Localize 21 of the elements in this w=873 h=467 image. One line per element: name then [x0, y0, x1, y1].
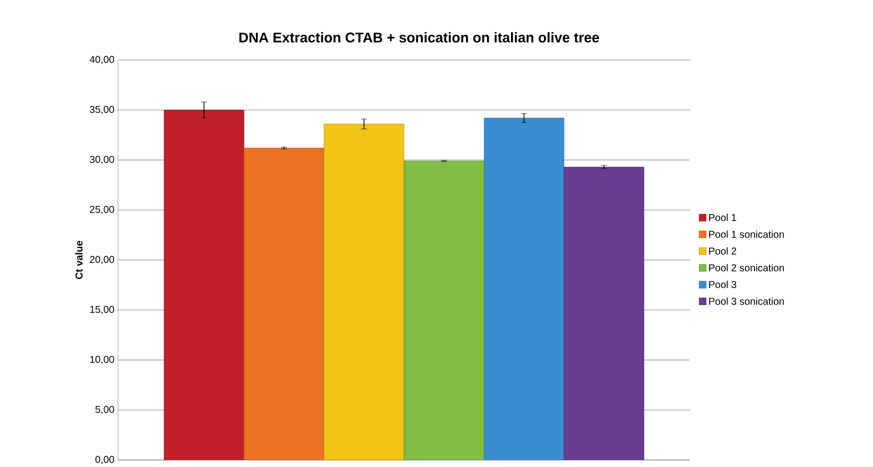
- chart-title: DNA Extraction CTAB + sonication on italian olive tree: [239, 32, 600, 42]
- legend-label: Pool 1: [709, 214, 736, 222]
- y-tick-label: 25,00: [90, 206, 114, 214]
- y-tick-label: 40,00: [90, 56, 114, 64]
- y-tick-label: 5,00: [95, 406, 114, 414]
- y-tick-label: 35,00: [90, 106, 114, 114]
- legend-label: Pool 3: [709, 280, 736, 288]
- y-tick-label: 0,00: [95, 456, 114, 464]
- y-tick-label: 20,00: [90, 256, 114, 264]
- bar: [324, 124, 404, 460]
- y-tick-label: 15,00: [90, 306, 114, 314]
- legend-label: Pool 3 sonication: [709, 297, 784, 305]
- y-axis-title: Ct value: [75, 240, 83, 280]
- bar: [164, 110, 244, 460]
- legend-label: Pool 2: [709, 247, 736, 255]
- legend-label: Pool 2 sonication: [709, 264, 784, 272]
- y-tick-label: 30,00: [90, 156, 114, 164]
- legend-label: Pool 1 sonication: [709, 230, 784, 238]
- bar: [564, 166, 644, 460]
- y-tick-label: 10,00: [90, 356, 114, 364]
- bar: [404, 160, 484, 460]
